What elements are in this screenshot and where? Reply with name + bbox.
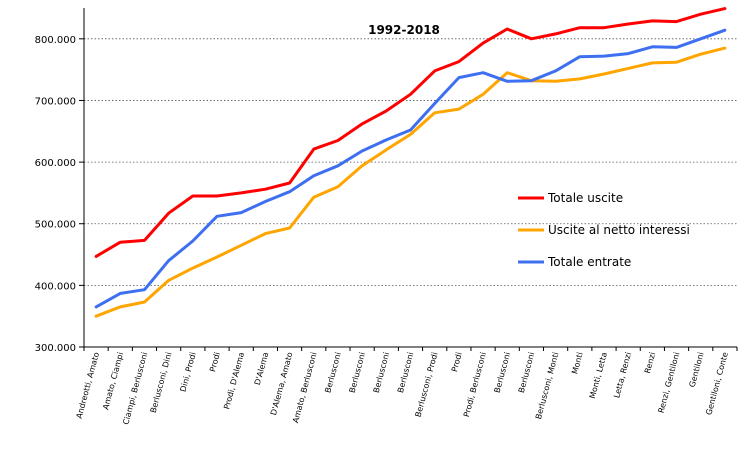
- series-line-1: [94, 7, 727, 258]
- series-line-2: [94, 46, 727, 318]
- y-tick-label: 700.000: [35, 96, 76, 107]
- y-tick-label: 500.000: [35, 220, 76, 231]
- y-tick-label: 400.000: [35, 281, 76, 292]
- legend-label: Totale uscite: [547, 191, 623, 205]
- legend-label: Totale entrate: [547, 255, 631, 269]
- y-tick-label: 600.000: [35, 158, 76, 169]
- y-axis-tick-labels: 300.000 400.000 500.000 600.000 700.000 800.0…: [35, 35, 76, 354]
- y-tick-label: 300.000: [35, 343, 76, 354]
- legend: Totale uscite Uscite al netto interessi To…: [518, 191, 690, 269]
- series-line-3: [94, 28, 727, 309]
- axes: [83, 8, 738, 351]
- y-tick-label: 800.000: [35, 35, 76, 46]
- chart-title: 1992-2018: [368, 23, 440, 37]
- series-lines: [94, 7, 727, 318]
- gridlines: [79, 38, 737, 348]
- legend-label: Uscite al netto interessi: [548, 223, 690, 237]
